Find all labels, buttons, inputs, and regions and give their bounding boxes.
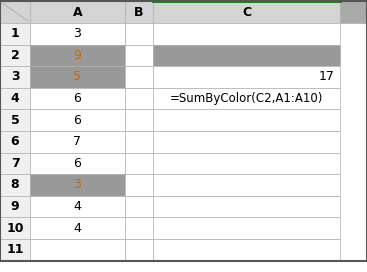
Bar: [0, 217, 30, 239]
Bar: [153, 196, 340, 217]
Bar: [0, 66, 30, 88]
Text: 7: 7: [11, 157, 19, 170]
Bar: [30, 131, 125, 153]
Bar: [125, 66, 153, 88]
Bar: [30, 1, 125, 23]
Text: 6: 6: [73, 157, 81, 170]
Bar: [30, 45, 125, 66]
Text: C: C: [242, 5, 251, 18]
Text: 3: 3: [73, 27, 81, 40]
Bar: [125, 217, 153, 239]
Text: 5: 5: [11, 114, 19, 127]
Text: 3: 3: [11, 70, 19, 84]
Bar: [30, 88, 125, 109]
Text: 6: 6: [73, 114, 81, 127]
Bar: [125, 153, 153, 174]
Bar: [153, 153, 340, 174]
Bar: [0, 88, 30, 109]
Text: 5: 5: [73, 70, 81, 84]
Bar: [0, 109, 30, 131]
Text: 17: 17: [319, 70, 335, 84]
Bar: [30, 174, 125, 196]
Bar: [125, 131, 153, 153]
Bar: [153, 174, 340, 196]
Bar: [153, 45, 340, 66]
Bar: [125, 23, 153, 45]
Bar: [30, 196, 125, 217]
Bar: [125, 174, 153, 196]
Bar: [340, 1, 367, 23]
Text: 8: 8: [11, 178, 19, 191]
Bar: [0, 153, 30, 174]
Text: 6: 6: [73, 92, 81, 105]
Bar: [0, 174, 30, 196]
Bar: [153, 1, 340, 23]
Bar: [153, 23, 340, 45]
Text: 10: 10: [6, 222, 24, 235]
Text: 3: 3: [73, 178, 81, 191]
Bar: [30, 153, 125, 174]
Text: 9: 9: [73, 49, 81, 62]
Bar: [0, 1, 30, 23]
Bar: [125, 239, 153, 261]
Text: 7: 7: [73, 135, 81, 148]
Text: 6: 6: [11, 135, 19, 148]
Text: 9: 9: [11, 200, 19, 213]
Bar: [30, 23, 125, 45]
Bar: [125, 45, 153, 66]
Bar: [0, 131, 30, 153]
Bar: [30, 239, 125, 261]
Bar: [125, 1, 153, 23]
Text: 4: 4: [73, 200, 81, 213]
Bar: [125, 109, 153, 131]
Bar: [153, 239, 340, 261]
Text: 1: 1: [11, 27, 19, 40]
Text: 4: 4: [73, 222, 81, 235]
Bar: [153, 217, 340, 239]
Bar: [0, 196, 30, 217]
Bar: [153, 88, 340, 109]
Bar: [0, 45, 30, 66]
Text: A: A: [73, 5, 82, 18]
Text: 2: 2: [11, 49, 19, 62]
Text: 11: 11: [6, 243, 24, 256]
Bar: [153, 131, 340, 153]
Bar: [0, 23, 30, 45]
Bar: [0, 239, 30, 261]
Bar: [30, 217, 125, 239]
Text: =SumByColor(C2,A1:A10): =SumByColor(C2,A1:A10): [170, 92, 323, 105]
Text: B: B: [134, 5, 144, 18]
Bar: [30, 109, 125, 131]
Text: 4: 4: [11, 92, 19, 105]
Bar: [125, 196, 153, 217]
Bar: [153, 109, 340, 131]
Bar: [153, 66, 340, 88]
Bar: [125, 88, 153, 109]
Bar: [30, 66, 125, 88]
